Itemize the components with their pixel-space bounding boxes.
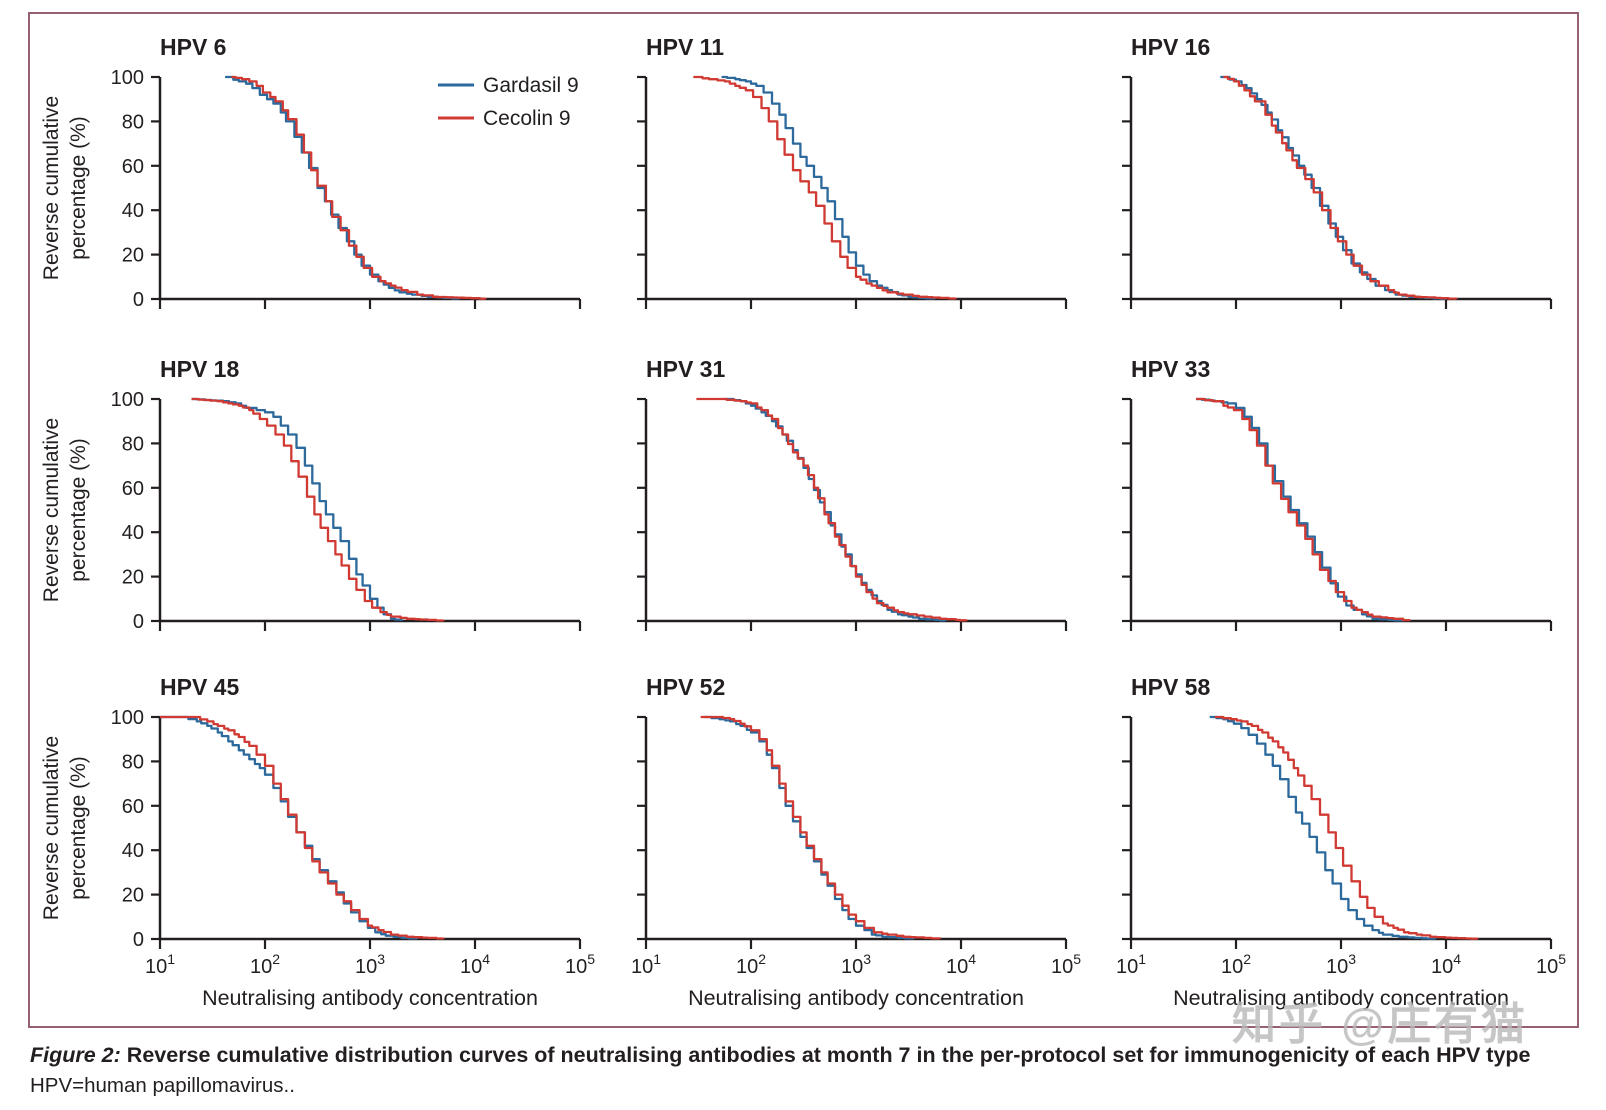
curve-cecolin-9 <box>1196 397 1411 622</box>
y-tick-label: 20 <box>122 885 144 907</box>
x-tick-label: 101 <box>145 951 175 978</box>
curve-cecolin-9 <box>700 715 942 940</box>
caption-text: Reverse cumulative distribution curves o… <box>126 1043 1531 1067</box>
x-axis-label: Neutralising antibody concentration <box>1173 986 1509 1010</box>
y-tick-label: 20 <box>122 567 144 589</box>
x-tick-label: 105 <box>1051 951 1081 978</box>
y-tick-label: 100 <box>111 67 144 89</box>
y-axis-label: Reverse cumulative <box>40 736 63 920</box>
y-tick-label: 80 <box>122 433 144 455</box>
y-tick-label: 0 <box>133 929 144 951</box>
x-tick-label: 105 <box>1536 951 1566 978</box>
curve-gardasil-9 <box>721 75 936 300</box>
panel-title: HPV 33 <box>1131 356 1210 382</box>
x-axis-label: Neutralising antibody concentration <box>202 986 538 1010</box>
curve-gardasil-9 <box>1220 75 1448 300</box>
x-tick-label: 105 <box>565 951 595 978</box>
panel-title: HPV 6 <box>160 34 226 60</box>
panel-title: HPV 31 <box>646 356 725 382</box>
curve-gardasil-9 <box>191 397 403 621</box>
y-tick-label: 40 <box>122 840 144 862</box>
curve-gardasil-9 <box>1196 397 1406 622</box>
panel-title: HPV 11 <box>646 34 724 60</box>
legend-label: Gardasil 9 <box>483 74 579 97</box>
curve-cecolin-9 <box>693 75 957 300</box>
x-tick-label: 102 <box>736 951 766 978</box>
x-tick-label: 103 <box>1326 951 1356 978</box>
y-tick-label: 100 <box>111 707 144 729</box>
curve-cecolin-9 <box>1215 715 1479 940</box>
y-tick-label: 40 <box>122 522 144 544</box>
panel-title: HPV 58 <box>1131 674 1210 700</box>
curve-cecolin-9 <box>231 75 487 300</box>
y-axis-label: percentage (%) <box>67 756 90 900</box>
y-tick-label: 80 <box>122 751 144 773</box>
x-tick-label: 103 <box>841 951 871 978</box>
y-tick-label: 60 <box>122 156 144 178</box>
panel-hpv-6: HPV 6 0 20 40 60 80 100 Reverse cumulative perce… <box>40 34 582 311</box>
y-tick-label: 0 <box>133 289 144 311</box>
curve-cecolin-9 <box>1223 75 1458 300</box>
panel-title: HPV 16 <box>1131 34 1210 60</box>
curve-gardasil-9 <box>160 715 419 940</box>
y-axis-label: percentage (%) <box>67 116 90 260</box>
x-tick-label: 103 <box>355 951 385 978</box>
panel-hpv-11: HPV 11 <box>637 34 1068 309</box>
curve-gardasil-9 <box>724 397 947 622</box>
x-axis-label: Neutralising antibody concentration <box>688 986 1024 1010</box>
panel-hpv-18: HPV 18 0 20 40 60 80 100 Reverse cumulative perc… <box>40 356 582 633</box>
x-tick-label: 102 <box>250 951 280 978</box>
panel-title: HPV 45 <box>160 674 239 700</box>
caption-figure-label: Figure 2: <box>30 1043 121 1067</box>
watermark: 知乎 @庄有猫 <box>1232 1000 1529 1049</box>
y-tick-label: 100 <box>111 389 144 411</box>
legend-label: Cecolin 9 <box>483 107 571 130</box>
panel-hpv-52: HPV 52 101 102 103 104 105 Neutralising antibo… <box>631 674 1081 1010</box>
x-tick-label: 102 <box>1221 951 1251 978</box>
y-tick-label: 80 <box>122 111 144 133</box>
x-tick-label: 104 <box>460 951 490 978</box>
y-tick-label: 20 <box>122 245 144 267</box>
caption-note: HPV=human papillomavirus.. <box>30 1074 295 1097</box>
panel-hpv-16: HPV 16 <box>1122 34 1553 309</box>
x-tick-label: 101 <box>631 951 661 978</box>
panel-hpv-33: HPV 33 <box>1122 356 1553 631</box>
caption-title: Figure 2: Reverse cumulative distribution… <box>30 1040 1575 1071</box>
x-tick-label: 101 <box>1116 951 1146 978</box>
y-axis-label: Reverse cumulative <box>40 96 63 280</box>
panel-hpv-31: HPV 31 <box>637 356 1068 631</box>
curve-cecolin-9 <box>696 397 968 622</box>
curve-gardasil-9 <box>1209 715 1437 940</box>
panel-hpv-45: HPV 45 0 20 40 60 80 100 101 102 103 104 105 Reverse… <box>40 674 595 1010</box>
y-tick-label: 60 <box>122 796 144 818</box>
y-tick-label: 60 <box>122 478 144 500</box>
curve-cecolin-9 <box>160 715 445 940</box>
x-tick-label: 104 <box>946 951 976 978</box>
y-axis-label: percentage (%) <box>67 438 90 582</box>
curve-gardasil-9 <box>703 715 915 940</box>
y-tick-label: 0 <box>133 611 144 633</box>
curve-cecolin-9 <box>191 397 445 622</box>
y-axis-label: Reverse cumulative <box>40 418 63 602</box>
panel-hpv-58: HPV 58 101 102 103 104 105 Neutralising antibo… <box>1116 674 1566 1010</box>
panel-title: HPV 18 <box>160 356 239 382</box>
panel-title: HPV 52 <box>646 674 725 700</box>
figure-caption: Figure 2: Reverse cumulative distribution… <box>30 1040 1575 1100</box>
y-tick-label: 40 <box>122 200 144 222</box>
x-tick-label: 104 <box>1431 951 1461 978</box>
curve-gardasil-9 <box>225 75 461 300</box>
